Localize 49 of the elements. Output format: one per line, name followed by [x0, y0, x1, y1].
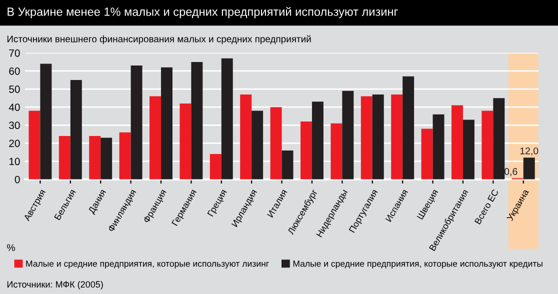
bar [372, 94, 384, 180]
bar [89, 136, 101, 180]
bar [240, 94, 252, 180]
y-tick-label: 20 [9, 140, 20, 148]
chart-subtitle: Источники внешнего финансирования малых и средних предприятий [7, 35, 311, 44]
bar [119, 132, 131, 180]
bar [342, 90, 354, 180]
bar [523, 158, 535, 180]
y-axis-title: % [7, 244, 15, 251]
bar [270, 107, 282, 180]
bar [70, 80, 82, 180]
bar [300, 122, 312, 180]
chart-title: В Украине менее 1% малых и средних предприятий используют лизинг [8, 7, 398, 18]
bar [252, 110, 264, 180]
bar [402, 76, 414, 180]
bar [493, 98, 505, 180]
bar [191, 62, 203, 180]
data-label: 12,0 [520, 147, 538, 156]
bar [282, 150, 294, 180]
bar [482, 110, 494, 180]
y-tick-label: 40 [8, 104, 20, 111]
y-tick-label: 50 [9, 86, 20, 93]
bar [312, 102, 324, 180]
bar [58, 136, 70, 180]
y-tick-label: 0 [14, 176, 20, 184]
bar [161, 67, 172, 180]
text: Источники: МФК (2005) [7, 280, 103, 290]
bar [150, 96, 161, 180]
data-label: 0,6 [504, 168, 518, 176]
bar [40, 64, 52, 180]
bar [180, 103, 192, 180]
y-tick-label: 70 [9, 49, 20, 57]
bar [28, 110, 40, 180]
legend-label: Малые и средние предприятия, которые используют лизинг [26, 260, 269, 268]
bar [221, 58, 233, 180]
bar [391, 94, 403, 180]
bar [360, 96, 372, 180]
bar [210, 154, 222, 180]
y-tick-label: 10 [9, 158, 20, 166]
bar [452, 105, 463, 180]
legend-label: Малые и средние предприятия, которые используют кредиты [293, 260, 542, 268]
bar [421, 128, 433, 180]
y-tick-label: 30 [9, 122, 20, 130]
bar [130, 66, 142, 180]
bar [100, 138, 112, 180]
bar [462, 120, 474, 180]
bar [330, 123, 342, 180]
y-tick-label: 60 [9, 67, 20, 75]
bar [432, 114, 444, 180]
